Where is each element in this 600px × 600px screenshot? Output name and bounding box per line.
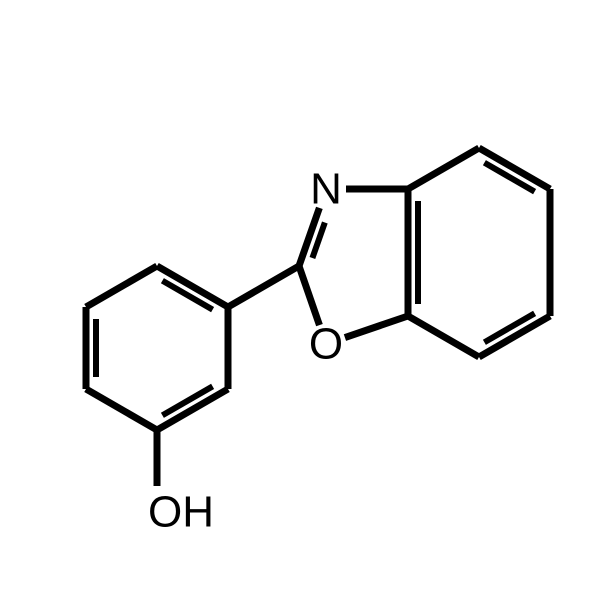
bond (86, 389, 157, 430)
atom-label-N: N (310, 165, 342, 214)
bond (299, 208, 319, 266)
bond (345, 316, 408, 338)
bond (228, 266, 299, 307)
atom-label-O_OH: OH (148, 488, 214, 537)
molecule-diagram: OH N O (0, 0, 600, 600)
bond (408, 148, 479, 189)
bond (299, 266, 319, 325)
bond (86, 266, 157, 307)
bond (408, 316, 479, 357)
atom-label-O_ox: O (309, 320, 343, 369)
